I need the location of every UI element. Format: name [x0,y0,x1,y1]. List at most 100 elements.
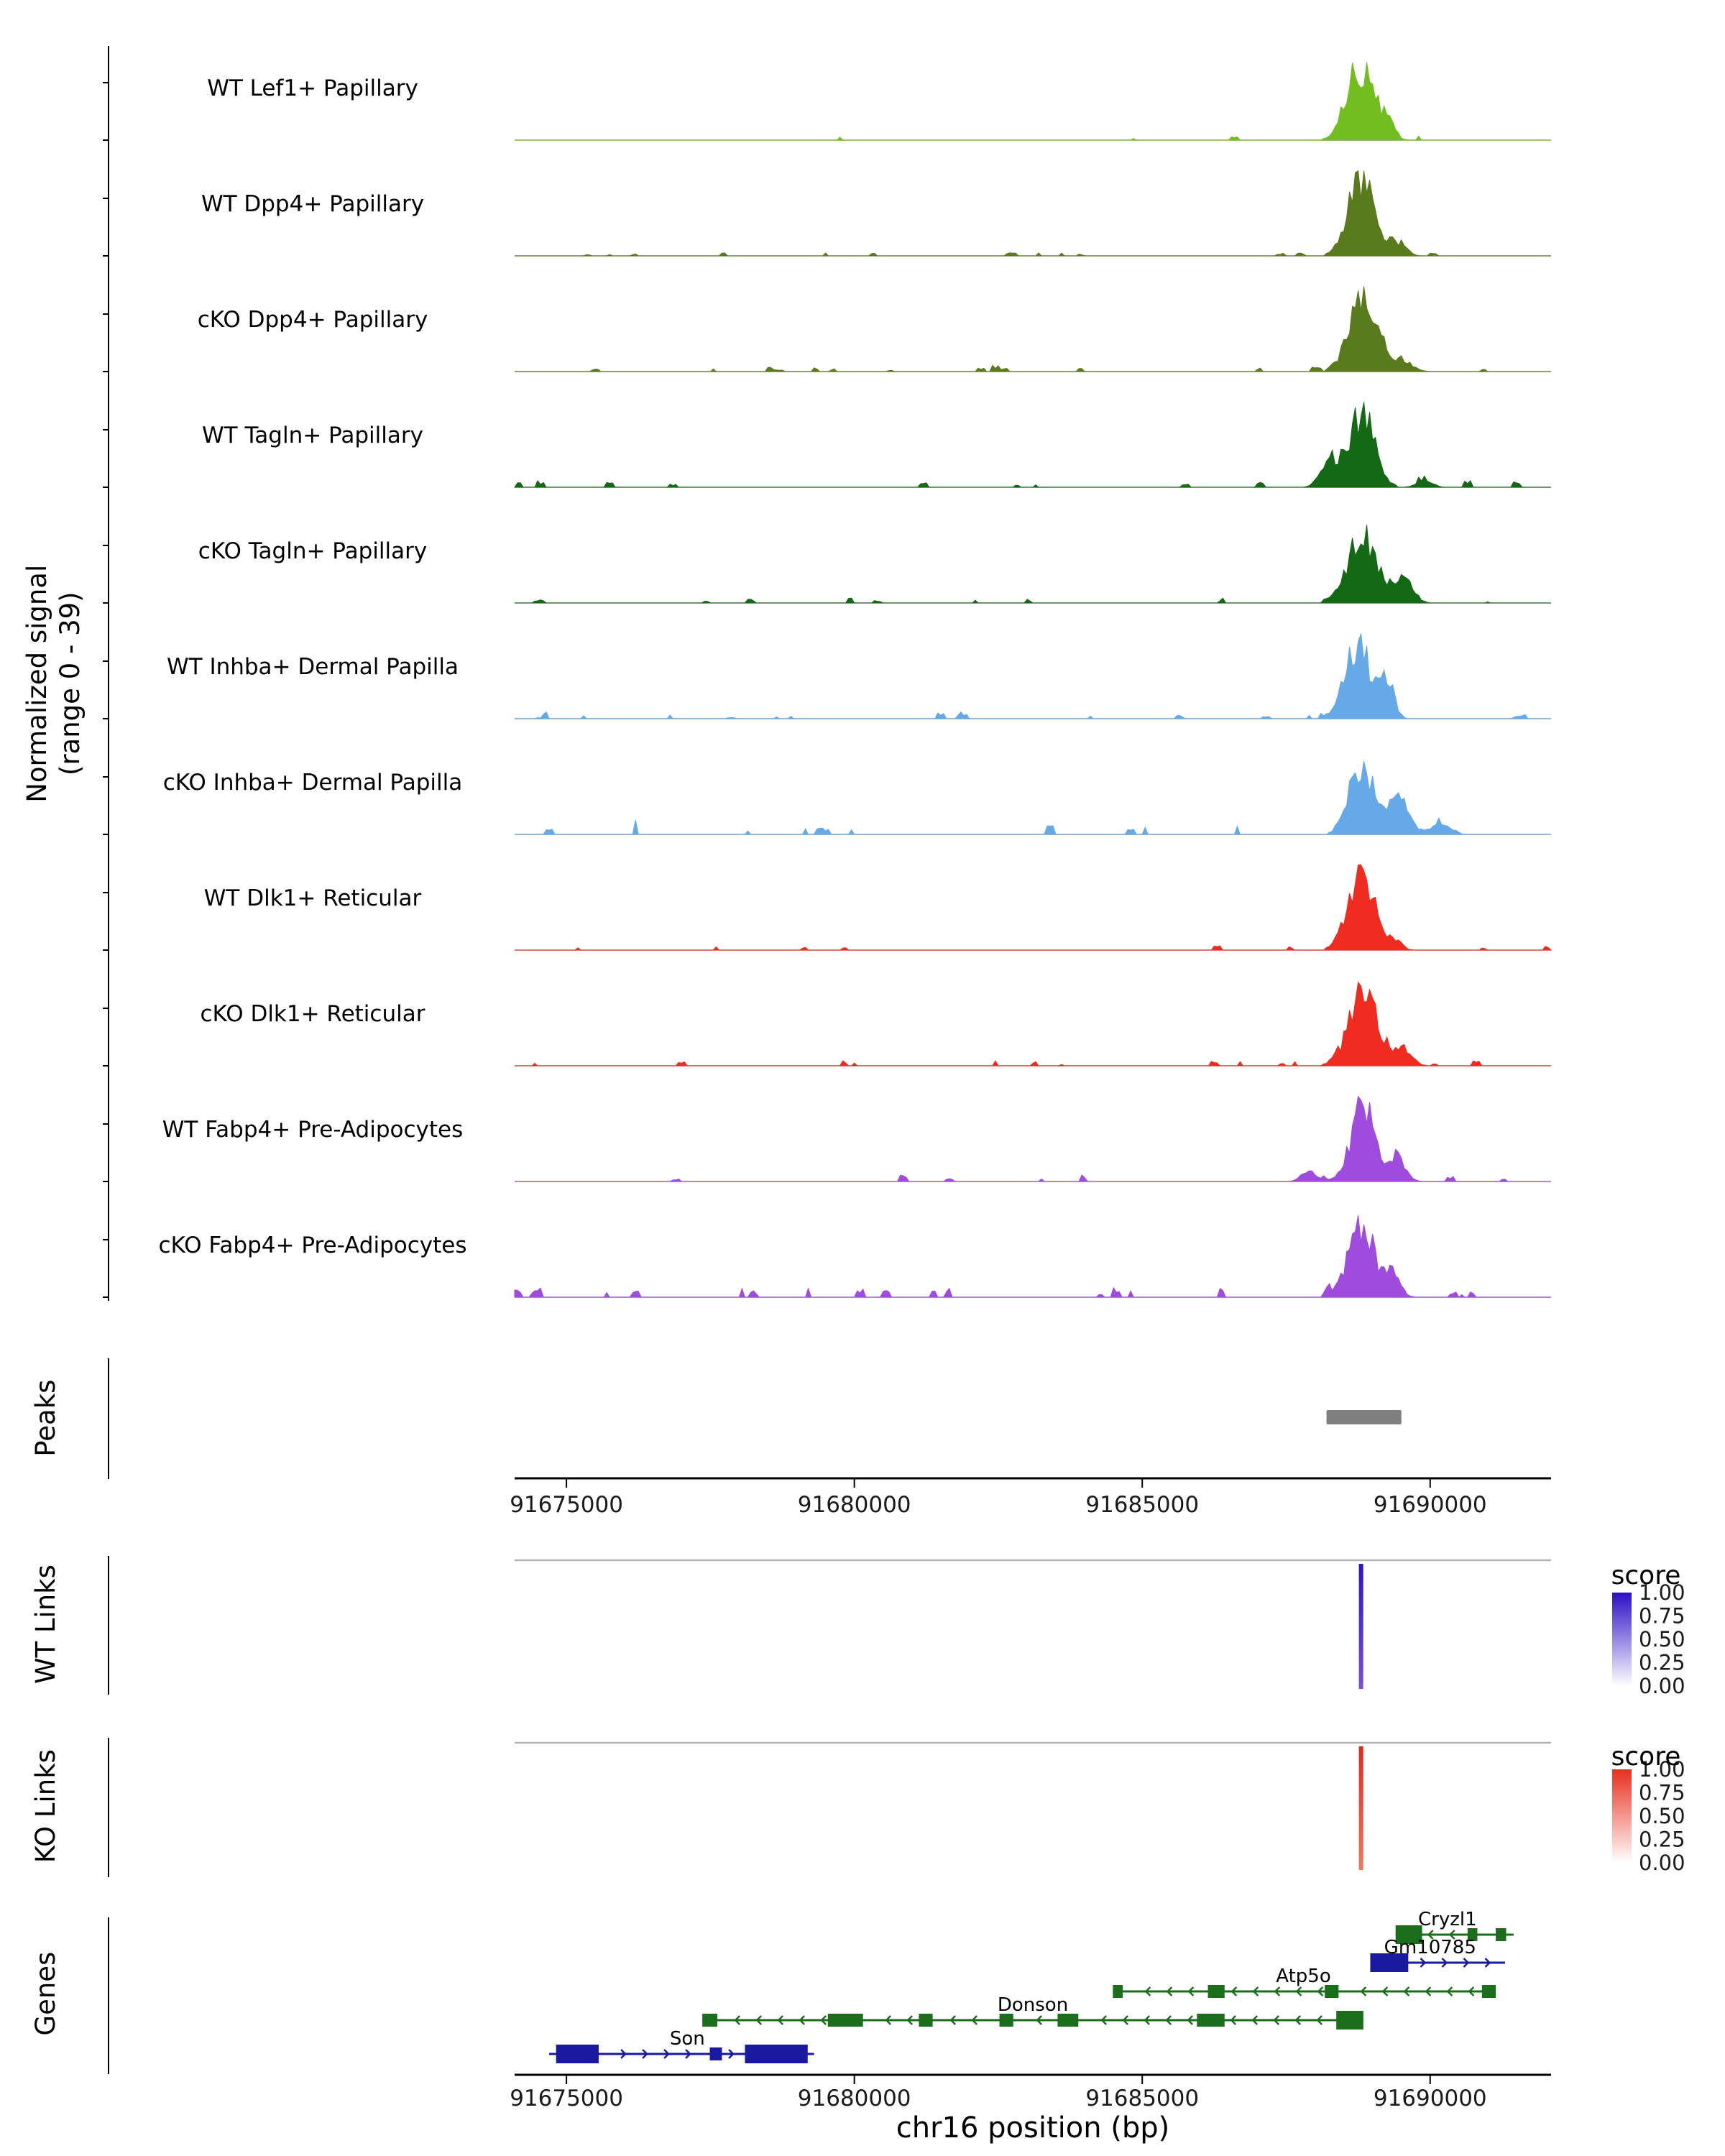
gene-strand-arrow [1360,1986,1367,1996]
signal-track-area-0 [515,62,1551,141]
gene-strand-arrow [1165,2015,1172,2025]
score-legend-label: 0.25 [1639,1828,1685,1852]
track-label: WT Dpp4+ Papillary [201,191,424,217]
gene-strand-arrow [1230,2015,1237,2025]
gene-label-Atp5o: Atp5o [1276,1966,1330,1987]
gene-exon [1481,1985,1496,1998]
track-label: WT Lef1+ Papillary [207,75,418,101]
gene-strand-arrow [1274,1986,1281,1996]
signal-track-area-8 [515,981,1551,1067]
section-label-wt-links: WT Links [29,1565,61,1685]
gene-strand-arrow [1166,1986,1173,1996]
gene-exon [919,2014,933,2027]
gene-strand-arrow [1187,1986,1195,1996]
track-label: WT Dlk1+ Reticular [204,885,422,911]
score-legend-label: 1.00 [1639,1580,1685,1605]
score-legend-gradient [1612,1593,1632,1686]
gene-strand-arrow [1468,1986,1475,1996]
gene-exon [745,2045,808,2063]
signal-track-area-7 [515,865,1552,951]
gene-strand-arrow [1230,1986,1238,1996]
gene-strand-arrow [755,2015,763,2025]
gene-strand-arrow [971,2015,978,2025]
gene-strand-arrow [728,2049,735,2059]
gene-strand-arrow [1294,2015,1302,2025]
gene-strand-arrow [1100,2015,1108,2025]
gene-label-Cryzl1: Cryzl1 [1418,1909,1477,1930]
score-legend-label: 0.50 [1639,1627,1685,1651]
genome-axis-tick-label: 91675000 [510,2086,623,2111]
gene-strand-arrow [1251,2015,1259,2025]
gene-label-Son: Son [670,2028,705,2050]
track-label: cKO Tagln+ Papillary [198,538,427,564]
gene-strand-arrow [777,2015,784,2025]
gene-strand-arrow [1187,2015,1194,2025]
gene-strand-arrow [1463,1958,1470,1968]
score-legend-label: 0.50 [1639,1804,1685,1828]
wt-link-line [1358,1564,1363,1689]
genome-axis-tick-label: 91685000 [1085,2086,1199,2111]
score-legend-label: 0.75 [1639,1781,1685,1805]
gene-strand-arrow [1381,1986,1389,1996]
track-label: WT Fabp4+ Pre-Adipocytes [162,1117,464,1143]
signal-track-area-3 [514,402,1551,488]
signal-track-area-4 [515,525,1551,604]
signal-track-area-1 [515,170,1551,257]
gene-exon [1370,1953,1409,1972]
gene-strand-arrow [1427,1930,1434,1940]
track-label: cKO Inhba+ Dermal Papilla [163,770,463,796]
genome-axis-tick-label: 91680000 [798,1492,911,1518]
gene-strand-arrow [1446,1986,1453,1996]
gene-strand-arrow [885,2015,892,2025]
gene-strand-arrow [1425,1986,1432,1996]
gene-strand-arrow [1144,1986,1151,1996]
gene-exon [1496,1928,1506,1941]
score-legend-label: 0.75 [1639,1604,1685,1628]
gene-label-Gm10785: Gm10785 [1384,1937,1476,1958]
gene-strand-arrow [1316,2015,1323,2025]
gene-exon [1325,1985,1339,1998]
gene-strand-arrow [663,2049,670,2059]
gene-strand-arrow [1144,2015,1151,2025]
gene-strand-arrow [1295,1986,1302,1996]
gene-strand-arrow [685,2049,691,2059]
track-label: WT Inhba+ Dermal Papilla [167,654,459,680]
track-label: cKO Dpp4+ Papillary [198,307,428,333]
gene-exon [1113,1985,1123,1998]
gene-strand-arrow [799,2015,806,2025]
gene-exon [1467,1928,1478,1941]
signal-track-area-9 [515,1095,1551,1182]
gene-strand-arrow [1036,2015,1043,2025]
gene-exon [702,2014,717,2027]
gene-strand-arrow [820,2015,827,2025]
peak-region-bar [1326,1410,1402,1424]
gene-strand-arrow [1484,1958,1491,1968]
gene-exon [999,2014,1013,2027]
gene-exon [556,2045,599,2063]
ko-links-legend-title: score [1611,1742,1681,1772]
gene-strand-arrow [949,2015,957,2025]
score-legend-label: 1.00 [1639,1757,1685,1782]
section-label-ko-links: KO Links [29,1749,61,1864]
gene-strand-arrow [906,2015,914,2025]
x-axis-title: chr16 position (bp) [896,2111,1170,2145]
gene-strand-arrow [1441,1958,1448,1968]
gene-exon [827,2014,863,2027]
gene-strand-arrow [1122,2015,1129,2025]
gene-strand-arrow [642,2049,648,2059]
track-label: WT Tagln+ Papillary [202,423,423,448]
score-legend-gradient [1612,1769,1632,1863]
genome-axis-tick-label: 91675000 [510,1492,623,1518]
gene-exon [1057,2014,1079,2027]
ko-link-line [1358,1746,1363,1870]
gene-exon [1197,2014,1225,2027]
gene-strand-arrow [1273,2015,1280,2025]
gene-strand-arrow [1420,1958,1427,1968]
signal-track-area-5 [515,633,1551,719]
gene-strand-arrow [620,2049,627,2059]
gene-label-Donson: Donson [998,1994,1068,2016]
gene-exon [1208,1985,1225,1998]
gene-strand-arrow [1317,1986,1324,1996]
